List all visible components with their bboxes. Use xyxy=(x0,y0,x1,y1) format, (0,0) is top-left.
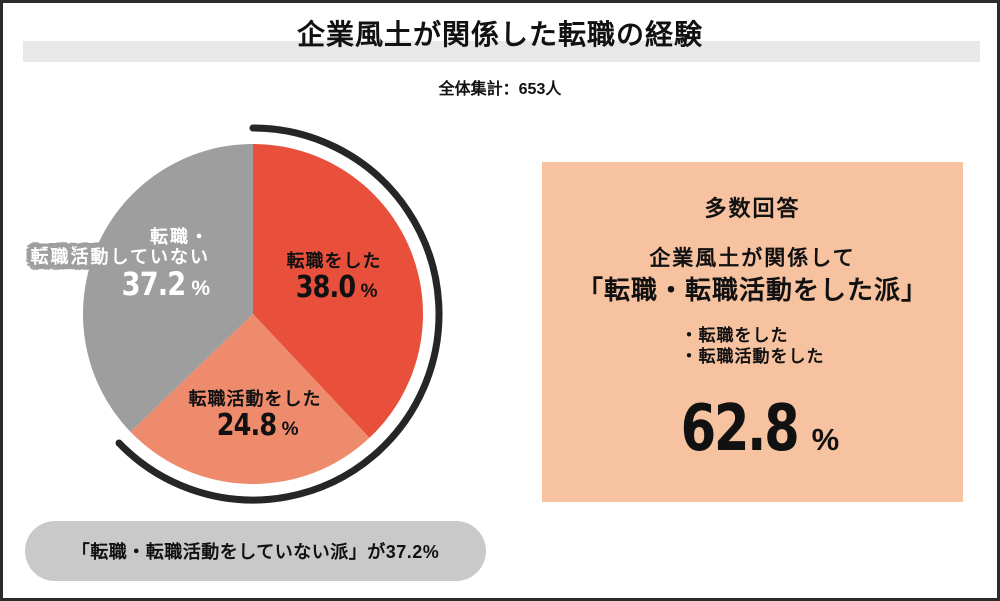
pie-label-tenshoku: 転職をした 38.0% xyxy=(287,251,382,305)
panel-bullet-list: ・転職をした ・転職活動をした xyxy=(542,306,963,367)
pie-label-katsudo: 転職活動をした 24.8% xyxy=(189,389,322,443)
pie-chart xyxy=(83,124,443,504)
pie-segment-1 xyxy=(130,314,370,484)
pie-label-shiteinai: 転職・ 転職活動していない 37.2% xyxy=(31,227,210,303)
segment-value: 37.2% xyxy=(121,265,210,304)
segment-label-line1: 転職・ xyxy=(150,227,210,247)
footnote-pill: 「転職・転職活動をしていない派」が37.2% xyxy=(25,521,486,581)
percent-sign: % xyxy=(191,277,210,301)
title-highlight-band xyxy=(23,41,980,62)
panel-heading: 多数回答 xyxy=(704,196,801,221)
footnote-text: 「転職・転職活動をしていない派」が37.2% xyxy=(71,542,440,562)
percent-sign: % xyxy=(281,419,299,441)
panel-line1: 企業風土が関係して xyxy=(649,247,856,270)
segment-value: 24.8% xyxy=(216,408,299,444)
panel-line2: 「転職・転職活動をした派」 xyxy=(576,275,928,305)
majority-highlight-arc xyxy=(115,124,443,504)
pie-segment-2 xyxy=(83,144,253,432)
percent-sign: % xyxy=(360,281,378,303)
segment-value: 38.0% xyxy=(295,270,378,306)
bullet-items: ・転職をした ・転職活動をした xyxy=(681,325,825,367)
majority-answer-panel: 多数回答 企業風土が関係して 「転職・転職活動をした派」 ・転職をした ・転職活… xyxy=(542,162,963,502)
pie-segment-0 xyxy=(253,144,423,438)
bullet-item: ・転職をした xyxy=(680,326,789,345)
segment-label-line2: 転職活動していない xyxy=(30,247,210,268)
segment-label: 転職をした xyxy=(286,251,382,271)
segment-label: 転職活動をした xyxy=(188,389,322,409)
panel-big-value: 62.8% xyxy=(680,392,840,466)
bullet-item: ・転職活動をした xyxy=(680,347,825,366)
percent-sign: % xyxy=(811,422,840,457)
page-title: 企業風土が関係した転職の経験 xyxy=(296,19,703,50)
total-count-subtitle: 全体集計：653人 xyxy=(438,81,562,98)
